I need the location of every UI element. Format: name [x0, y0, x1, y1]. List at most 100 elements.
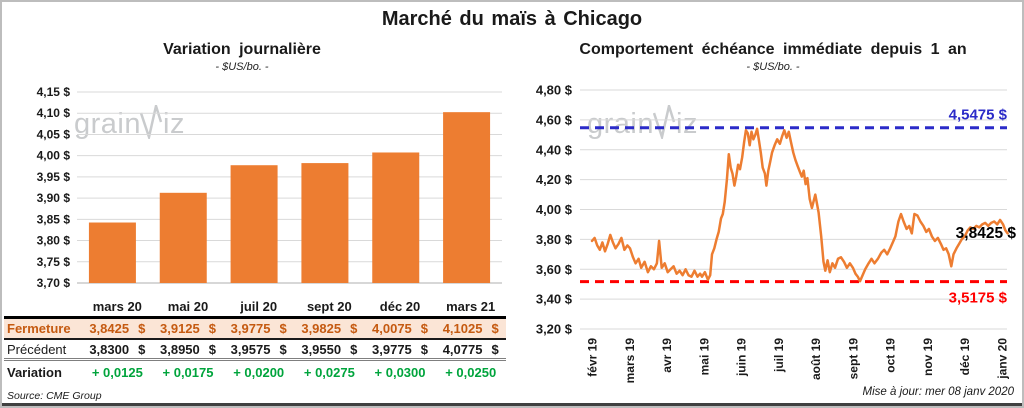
value-number: + 0,0200 — [233, 364, 285, 380]
source-note: Source: CME Group — [7, 390, 102, 402]
daily-variation-bar-chart: 4,15 $ 4,10 $ 4,05 $ 4,00 $ 3,95 $ 3,90 $ 3,85… — [37, 85, 502, 290]
value-cell: + 0,0200 — [223, 365, 294, 380]
line-chart-subtitle: - $US/bo. - — [746, 61, 800, 73]
column-header: mars 21 — [446, 298, 496, 314]
value-cell: 3,8300 $ — [82, 342, 153, 357]
column-header: mai 20 — [167, 298, 209, 314]
table-header-row: mars 20 mai 20 juil 20 sept 20 déc 20 mars 21 — [4, 296, 506, 319]
value-cell: 3,9550 $ — [294, 342, 365, 357]
value-cell: + 0,0250 — [435, 365, 506, 380]
value-number: + 0,0125 — [91, 364, 143, 380]
value-cell: + 0,0175 — [153, 365, 224, 380]
x-tick-label: janv 20 — [996, 338, 1010, 380]
y-tick-label: 4,00 $ — [536, 202, 573, 217]
bar — [230, 165, 278, 283]
y-tick-label: 4,80 $ — [536, 83, 573, 98]
update-note: Mise à jour: mer 08 janv 2020 — [862, 386, 1015, 398]
value-number: 3,9575 — [230, 341, 271, 357]
value-number: 3,9825 — [301, 321, 342, 336]
y-tick-label: 3,90 $ — [37, 191, 71, 205]
value-number: 4,0075 — [372, 321, 412, 336]
currency-sign: $ — [420, 341, 429, 357]
table-row-variation: Variation + 0,0125 + 0,0175 + 0,0200 + 0,027… — [4, 361, 506, 383]
watermark-zigzag-icon — [140, 105, 163, 139]
y-tick-label: 4,10 $ — [37, 106, 71, 120]
x-tick-label: juin 19 — [735, 338, 749, 377]
y-tick-label: 3,80 $ — [37, 234, 71, 248]
x-tick-label: avr 19 — [660, 338, 674, 373]
x-tick-label: déc 19 — [958, 338, 972, 376]
y-tick-label: 4,40 $ — [536, 142, 573, 157]
x-tick-label: mars 19 — [623, 338, 637, 384]
value-number: + 0,0275 — [303, 364, 355, 380]
value-number: + 0,0300 — [374, 364, 426, 380]
x-tick-label: oct 19 — [884, 338, 898, 373]
currency-sign: $ — [491, 321, 499, 336]
low-reference-label: 3,5175 $ — [949, 290, 1008, 307]
x-tick-label: août 19 — [809, 338, 823, 380]
bar — [443, 112, 491, 284]
value-number: 3,8950 — [160, 341, 200, 357]
watermark-zigzag-icon — [653, 105, 676, 139]
x-tick-label: mai 19 — [697, 338, 711, 376]
value-cell: + 0,0300 — [365, 365, 436, 380]
value-number: 3,9775 — [230, 321, 271, 336]
column-header: mars 20 — [92, 298, 142, 314]
bottom-rule — [2, 403, 1022, 406]
value-number: 3,9775 — [372, 341, 412, 357]
value-cell: 3,9825 $ — [294, 321, 365, 336]
y-tick-label: 3,75 $ — [37, 255, 71, 269]
x-tick-label: nov 19 — [921, 338, 935, 376]
value-number: + 0,0175 — [162, 364, 214, 380]
y-tick-label: 4,60 $ — [536, 112, 573, 127]
row-label: Variation — [7, 364, 62, 380]
y-tick-label: 3,70 $ — [37, 276, 71, 290]
currency-sign: $ — [420, 321, 429, 336]
x-tick-label: juil 19 — [772, 338, 786, 373]
value-cell: + 0,0125 — [82, 365, 153, 380]
value-cell: 3,8950 $ — [153, 342, 224, 357]
value-cell: 3,9125 $ — [153, 321, 224, 336]
page-title: Marché du maïs à Chicago — [381, 8, 643, 30]
currency-sign: $ — [208, 341, 216, 357]
x-tick-label: sept 19 — [846, 338, 860, 380]
last-price-label: 3,8425 $ — [956, 225, 1017, 242]
currency-sign: $ — [491, 341, 499, 357]
y-tick-label: 3,80 $ — [536, 232, 573, 247]
row-label: Fermeture — [7, 321, 71, 336]
value-cell: + 0,0275 — [294, 365, 365, 380]
table-row-precedent: Précédent 3,8300 $3,8950 $3,9575 $3,9550 $3,9… — [4, 340, 506, 361]
bar — [88, 222, 136, 283]
watermark-text-suffix: iz — [676, 108, 698, 140]
value-number: 3,9125 — [160, 321, 200, 336]
one-year-price-line-chart: 4,80 $ 4,60 $ 4,40 $ 4,20 $ 4,00 $ 3,80 $ 3,60… — [536, 83, 1017, 384]
value-cell: 3,9775 $ — [223, 321, 294, 336]
currency-sign: $ — [350, 341, 358, 357]
value-cell: 4,0775 $ — [435, 342, 506, 357]
y-tick-label: 3,60 $ — [536, 262, 573, 277]
y-tick-label: 4,15 $ — [37, 85, 71, 99]
grainwiz-watermark: grain iz — [587, 105, 698, 141]
y-tick-label: 3,95 $ — [37, 170, 71, 184]
y-tick-label: 4,00 $ — [37, 149, 71, 163]
value-cell: 3,9775 $ — [365, 342, 436, 357]
currency-sign: $ — [138, 321, 146, 336]
column-header: sept 20 — [306, 298, 352, 314]
bar — [301, 163, 349, 283]
currency-sign: $ — [279, 341, 287, 357]
value-number: 4,0775 — [442, 341, 483, 357]
value-cell: 3,8425 $ — [82, 321, 153, 336]
value-number: 3,8425 — [89, 321, 130, 336]
row-label: Précédent — [7, 341, 67, 357]
high-reference-label: 4,5475 $ — [949, 107, 1008, 124]
y-tick-label: 3,20 $ — [536, 322, 573, 337]
watermark-text-suffix: iz — [163, 108, 185, 140]
y-tick-label: 3,85 $ — [37, 212, 71, 226]
y-tick-label: 4,20 $ — [536, 172, 573, 187]
value-cell: 4,0075 $ — [365, 321, 436, 336]
bar-chart-title: Variation journalière — [163, 41, 321, 58]
currency-sign: $ — [350, 321, 358, 336]
value-cell: 4,1025 $ — [435, 321, 506, 336]
currency-sign: $ — [138, 341, 146, 357]
